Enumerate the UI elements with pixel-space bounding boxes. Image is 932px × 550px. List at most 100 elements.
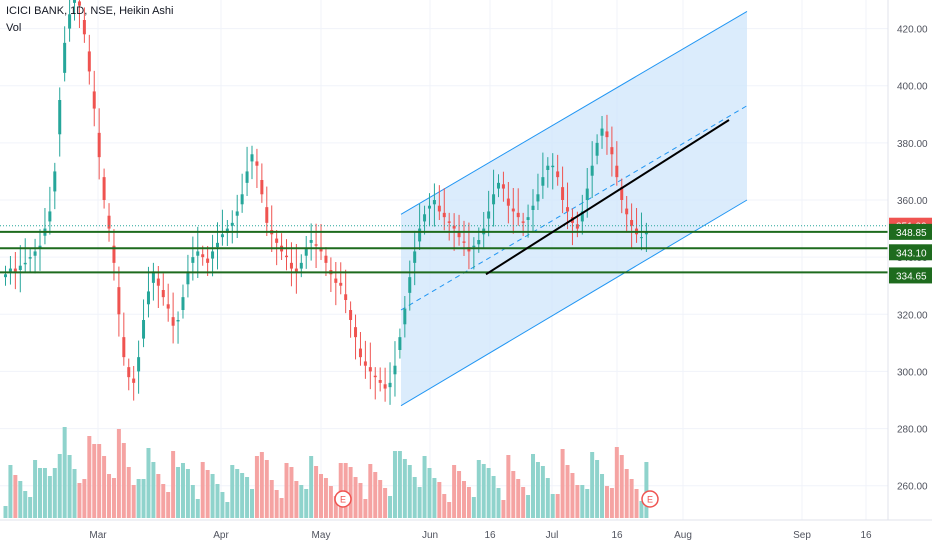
channel-fill	[401, 11, 747, 406]
price-tick-label: 300.00	[897, 367, 928, 378]
time-tick-label: 16	[611, 530, 623, 541]
time-tick-label: Aug	[674, 530, 692, 541]
candle-body	[447, 221, 451, 223]
volume-bar	[328, 486, 333, 518]
volume-bars	[3, 427, 649, 518]
candle-body	[541, 177, 545, 186]
earnings-marker-label: E	[340, 495, 346, 505]
volume-bar	[634, 489, 639, 518]
candle-body	[13, 268, 17, 272]
volume-bar	[373, 472, 378, 518]
black-trendline[interactable]	[485, 119, 730, 276]
volume-bar	[644, 462, 649, 518]
volume-bar	[92, 444, 97, 518]
volume-bar	[240, 473, 245, 518]
volume-bar	[225, 502, 230, 518]
candle-body	[427, 205, 431, 209]
candle-body	[556, 171, 560, 178]
volume-bar	[23, 491, 28, 518]
volume-bar	[535, 462, 540, 518]
volume-bar	[570, 473, 575, 518]
candle-body	[225, 228, 229, 233]
candle-body	[418, 228, 422, 242]
candle-body	[452, 225, 456, 229]
volume-bar	[486, 468, 491, 518]
candle-body	[294, 268, 298, 272]
candle-body	[299, 262, 303, 269]
earnings-marker[interactable]	[334, 490, 352, 508]
candle-body	[161, 290, 165, 298]
candle-body	[516, 212, 520, 218]
candle-body	[68, 14, 72, 29]
volume-bar	[102, 456, 107, 518]
volume-bar	[481, 464, 486, 518]
candle-body	[285, 255, 289, 258]
volume-bar	[82, 479, 87, 518]
volume-bar	[323, 478, 328, 518]
volume-bar	[8, 465, 13, 518]
volume-bar	[540, 466, 545, 518]
volume-bar	[461, 481, 466, 518]
volume-bar	[343, 463, 348, 518]
volume-bar	[526, 495, 531, 518]
channel-upper[interactable]	[400, 10, 748, 215]
volume-bar	[437, 482, 442, 518]
volume-bar	[397, 451, 402, 518]
volume-bar	[111, 478, 116, 518]
volume-bar	[358, 483, 363, 518]
candle-body	[334, 278, 338, 283]
volume-bar	[205, 470, 210, 518]
candle-body	[73, 0, 77, 3]
volume-bar	[107, 474, 112, 518]
volume-bar	[235, 469, 240, 518]
candle-body	[87, 51, 91, 72]
channel-lower[interactable]	[400, 199, 748, 407]
volume-bar	[476, 460, 481, 518]
price-badge-label: 348.85	[896, 228, 927, 239]
volume-bar	[77, 483, 82, 518]
volume-bar	[639, 501, 644, 518]
candle-body	[97, 132, 101, 158]
volume-bar	[190, 485, 195, 518]
candle-body	[77, 1, 81, 6]
volume-bar	[314, 466, 319, 518]
volume-bar	[422, 456, 427, 518]
candle-body	[18, 265, 22, 270]
volume-bar	[254, 456, 259, 518]
candle-body	[511, 208, 515, 212]
volume-bar	[304, 489, 309, 518]
horizontal-levels[interactable]	[0, 225, 888, 274]
volume-bar	[511, 471, 516, 518]
channel-median[interactable]	[400, 105, 748, 311]
volume-bar	[176, 467, 181, 518]
volume-bar	[545, 478, 550, 518]
price-badge	[889, 267, 932, 284]
volume-bar	[491, 476, 496, 518]
time-tick-label: Apr	[213, 530, 229, 541]
price-tick-label: 360.00	[897, 196, 928, 207]
candle-body	[186, 271, 190, 285]
candle-body	[53, 171, 57, 192]
volume-bar	[284, 463, 289, 518]
price-tick-label: 400.00	[897, 82, 928, 93]
regression-channel[interactable]	[400, 10, 748, 407]
candle-body	[432, 200, 436, 205]
volume-bar	[550, 494, 555, 518]
volume-bar	[38, 468, 43, 518]
volume-bar	[299, 485, 304, 518]
candle-body	[220, 234, 224, 238]
earnings-marker[interactable]	[641, 490, 659, 508]
volume-bar	[427, 468, 432, 518]
candle-body	[102, 177, 106, 200]
volume-bar	[368, 464, 373, 518]
candle-body	[38, 245, 42, 249]
volume-bar	[146, 448, 151, 518]
candle-body	[501, 184, 505, 189]
volume-bar	[580, 485, 585, 518]
price-badge-label: 343.10	[896, 248, 927, 259]
candle-body	[142, 320, 146, 339]
trendline[interactable]	[485, 119, 730, 276]
time-axis[interactable]: Mar Apr May Jun 16 Jul 16 Aug Sep 16	[89, 530, 872, 541]
